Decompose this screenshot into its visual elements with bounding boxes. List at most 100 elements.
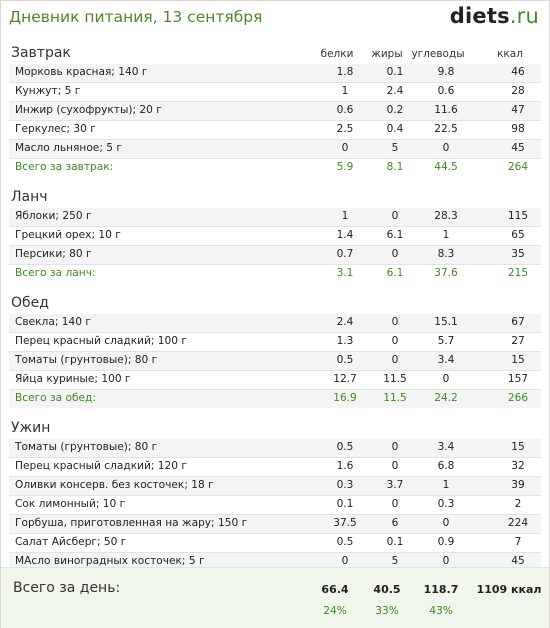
meal-total-row: Всего за обед: 16.9 11.5 24.2 266 <box>9 390 541 408</box>
food-row: Геркулес; 30 г 2.5 0.4 22.5 98 <box>9 121 541 140</box>
food-protein: 12.7 <box>333 373 357 385</box>
food-kcal: 67 <box>511 316 525 328</box>
section-title: Завтрак <box>11 45 71 61</box>
food-protein: 0.6 <box>336 104 354 116</box>
column-header-protein: белки <box>320 48 354 60</box>
meal-total-carbs: 24.2 <box>434 392 458 404</box>
food-row: Морковь красная; 140 г 1.8 0.1 9.8 46 <box>9 64 541 83</box>
food-name: Кунжут; 5 г <box>15 85 81 97</box>
food-name: Морковь красная; 140 г <box>15 66 148 78</box>
food-fat: 5 <box>391 142 399 154</box>
site-logo[interactable]: diets.ru <box>450 4 539 28</box>
column-header-kcal: ккал <box>497 48 523 60</box>
food-fat: 0 <box>391 248 399 260</box>
food-carbs: 3.4 <box>437 354 455 366</box>
food-kcal: 224 <box>507 517 529 529</box>
day-carbs-percent: 43% <box>429 605 453 617</box>
food-fat: 0.1 <box>386 536 404 548</box>
section-spacer <box>1 177 549 188</box>
food-carbs: 9.8 <box>437 66 455 78</box>
food-carbs: 11.6 <box>434 104 458 116</box>
food-protein: 0 <box>341 142 349 154</box>
food-row: Инжир (сухофрукты); 20 г 0.6 0.2 11.6 47 <box>9 102 541 121</box>
food-protein: 0.7 <box>336 248 354 260</box>
food-name: Оливки консерв. без косточек; 18 г <box>15 479 214 491</box>
food-row: Грецкий орех; 10 г 1.4 6.1 1 65 <box>9 227 541 246</box>
food-kcal: 2 <box>514 498 522 510</box>
section-header: Ланч <box>1 188 549 208</box>
food-fat: 0 <box>391 460 399 472</box>
food-kcal: 115 <box>507 210 529 222</box>
food-carbs: 1 <box>442 229 450 241</box>
meal-total-label: Всего за обед: <box>15 392 96 404</box>
food-fat: 0 <box>391 210 399 222</box>
food-name: МАсло виноградных косточек; 5 г <box>15 555 205 567</box>
section-spacer <box>1 283 549 294</box>
section-header: Обед <box>1 294 549 314</box>
section-header: Ужин <box>1 419 549 439</box>
section-spacer <box>1 408 549 419</box>
food-name: Грецкий орех; 10 г <box>15 229 121 241</box>
food-name: Томаты (грунтовые); 80 г <box>15 441 158 453</box>
meal-total-protein: 3.1 <box>336 267 354 279</box>
meal-total-protein: 5.9 <box>336 161 354 173</box>
page-title: Дневник питания, 13 сентября <box>9 8 263 26</box>
meal-total-kcal: 264 <box>507 161 529 173</box>
food-fat: 5 <box>391 555 399 567</box>
food-name: Горбуша, приготовленная на жару; 150 г <box>15 517 248 529</box>
page-header: Дневник питания, 13 сентября diets.ru <box>1 1 549 35</box>
meal-total-label: Всего за ланч: <box>15 267 96 279</box>
meal-total-row: Всего за ланч: 3.1 6.1 37.6 215 <box>9 265 541 283</box>
meals-table: Завтрак белки жиры углеводы ккал Морковь крас… <box>1 44 549 590</box>
food-carbs: 22.5 <box>434 123 458 135</box>
food-row: Перец красный сладкий; 120 г 1.6 0 6.8 32 <box>9 458 541 477</box>
column-header-fat: жиры <box>371 48 403 60</box>
food-row: Кунжут; 5 г 1 2.4 0.6 28 <box>9 83 541 102</box>
section-header: Завтрак белки жиры углеводы ккал <box>1 44 549 64</box>
food-kcal: 98 <box>511 123 525 135</box>
food-fat: 0.4 <box>386 123 404 135</box>
food-carbs: 0 <box>442 517 450 529</box>
food-fat: 0.1 <box>386 66 404 78</box>
meal-total-row: Всего за завтрак: 5.9 8.1 44.5 264 <box>9 159 541 177</box>
food-name: Сок лимонный; 10 г <box>15 498 126 510</box>
food-protein: 2.4 <box>336 316 354 328</box>
food-carbs: 28.3 <box>434 210 458 222</box>
food-kcal: 65 <box>511 229 525 241</box>
food-kcal: 27 <box>511 335 525 347</box>
meal-total-protein: 16.9 <box>333 392 357 404</box>
day-total-fat: 40.5 <box>373 583 401 596</box>
day-total-label: Всего за день: <box>13 580 121 596</box>
food-row: Томаты (грунтовые); 80 г 0.5 0 3.4 15 <box>9 439 541 458</box>
food-fat: 3.7 <box>386 479 404 491</box>
food-row: Масло льняное; 5 г 0 5 0 45 <box>9 140 541 159</box>
food-row: Перец красный сладкий; 100 г 1.3 0 5.7 27 <box>9 333 541 352</box>
food-protein: 0.3 <box>336 479 354 491</box>
food-row: Персики; 80 г 0.7 0 8.3 35 <box>9 246 541 265</box>
food-protein: 37.5 <box>333 517 357 529</box>
food-carbs: 0.6 <box>437 85 455 97</box>
food-row: Яблоки; 250 г 1 0 28.3 115 <box>9 208 541 227</box>
food-name: Томаты (грунтовые); 80 г <box>15 354 158 366</box>
food-carbs: 6.8 <box>437 460 455 472</box>
food-carbs: 0 <box>442 555 450 567</box>
food-protein: 1.3 <box>336 335 354 347</box>
food-protein: 0.5 <box>336 354 354 366</box>
food-name: Персики; 80 г <box>15 248 92 260</box>
food-name: Масло льняное; 5 г <box>15 142 122 154</box>
food-protein: 1.8 <box>336 66 354 78</box>
food-carbs: 1 <box>442 479 450 491</box>
food-protein: 0.5 <box>336 441 354 453</box>
meal-total-fat: 11.5 <box>383 392 407 404</box>
food-name: Яблоки; 250 г <box>15 210 92 222</box>
logo-main: diets <box>449 4 510 28</box>
food-protein: 0.1 <box>336 498 354 510</box>
food-kcal: 35 <box>511 248 525 260</box>
food-name: Перец красный сладкий; 120 г <box>15 460 187 472</box>
food-fat: 0 <box>391 498 399 510</box>
food-name: Перец красный сладкий; 100 г <box>15 335 187 347</box>
food-fat: 0 <box>391 441 399 453</box>
food-name: Свекла; 140 г <box>15 316 91 328</box>
food-row: Сок лимонный; 10 г 0.1 0 0.3 2 <box>9 496 541 515</box>
meal-total-kcal: 215 <box>507 267 529 279</box>
